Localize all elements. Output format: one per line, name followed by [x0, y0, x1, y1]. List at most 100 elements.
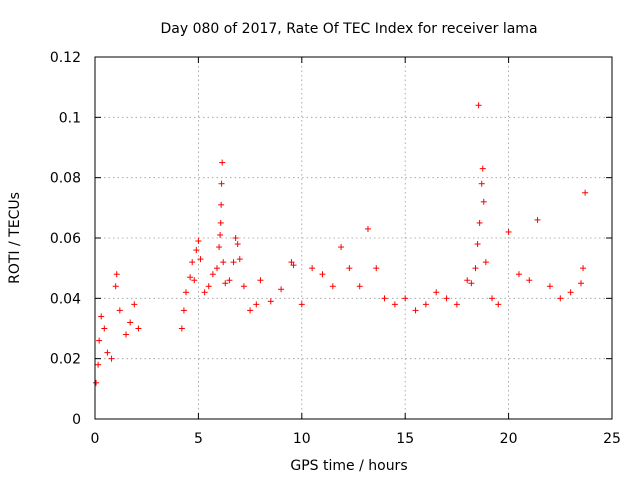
data-point	[480, 198, 487, 205]
data-points	[93, 102, 589, 386]
data-point	[98, 313, 105, 320]
data-point	[557, 295, 564, 302]
data-point	[214, 265, 221, 272]
data-point	[112, 283, 119, 290]
data-point	[218, 201, 225, 208]
x-tick-label: 0	[91, 431, 100, 447]
data-point	[373, 265, 380, 272]
data-point	[546, 283, 553, 290]
data-point	[412, 307, 419, 314]
data-point	[222, 280, 229, 287]
data-point	[127, 319, 134, 326]
data-point	[240, 283, 247, 290]
data-point	[226, 277, 233, 284]
data-point	[232, 235, 239, 241]
x-axis-label: GPS time / hours	[290, 458, 407, 474]
data-point	[104, 349, 111, 356]
data-point	[495, 301, 502, 308]
data-point	[319, 271, 326, 278]
data-point	[193, 247, 200, 254]
data-point	[474, 241, 481, 248]
y-tick-label: 0.06	[50, 231, 81, 247]
data-point	[218, 180, 225, 187]
data-point	[230, 259, 237, 266]
data-point	[197, 256, 204, 263]
data-point	[182, 289, 189, 296]
y-tick-label: 0.12	[50, 50, 81, 66]
data-point	[217, 219, 224, 226]
data-point	[464, 277, 471, 284]
data-point	[234, 241, 241, 248]
data-point	[298, 301, 305, 308]
data-point	[476, 219, 483, 226]
data-point	[216, 244, 223, 251]
data-point	[187, 274, 194, 281]
data-point	[505, 228, 512, 235]
data-point	[195, 238, 202, 245]
data-point	[116, 307, 123, 314]
data-point	[123, 331, 130, 338]
data-point	[534, 216, 541, 223]
data-point	[201, 289, 208, 296]
data-point	[253, 301, 260, 308]
data-point	[108, 355, 115, 362]
data-point	[356, 283, 363, 290]
y-tick-label: 0.04	[50, 291, 81, 307]
data-point	[180, 307, 187, 314]
data-point	[267, 298, 274, 305]
data-point	[472, 265, 479, 272]
data-point	[338, 244, 345, 251]
y-tick-label: 0.08	[50, 171, 81, 187]
plot-frame	[94, 56, 613, 420]
data-point	[209, 271, 216, 278]
data-point	[364, 225, 371, 232]
tick-labels: 0 5 10 15 20 25 0 0.02 0.04 0.06 0.08 0.1 0.12	[50, 50, 621, 447]
data-point	[101, 325, 108, 332]
data-point	[217, 231, 224, 238]
x-tick-label: 10	[293, 431, 311, 447]
data-point	[453, 301, 460, 308]
data-point	[402, 295, 409, 302]
data-point	[381, 295, 388, 302]
data-point	[309, 265, 316, 272]
data-point	[236, 256, 243, 263]
data-point	[219, 159, 226, 166]
x-tick-label: 25	[603, 431, 621, 447]
data-point	[433, 289, 440, 296]
data-point	[113, 271, 120, 278]
data-point	[278, 286, 285, 293]
data-point	[346, 265, 353, 272]
data-point	[205, 283, 212, 290]
x-tick-label: 20	[500, 431, 518, 447]
y-tick-label: 0.1	[59, 110, 81, 126]
data-point	[526, 277, 533, 284]
x-tick-label: 15	[396, 431, 414, 447]
data-point	[191, 277, 198, 284]
data-point	[489, 295, 496, 302]
data-point	[479, 165, 486, 172]
y-tick-label: 0.02	[50, 352, 81, 368]
y-tick-label: 0	[72, 412, 81, 428]
data-point	[567, 289, 574, 296]
x-tick-label: 5	[194, 431, 203, 447]
data-point	[580, 265, 587, 272]
data-point	[478, 180, 485, 187]
data-point	[290, 262, 297, 269]
data-point	[582, 189, 589, 196]
data-point	[95, 361, 102, 368]
y-axis-label: ROTI / TECUs	[7, 192, 23, 284]
data-point	[96, 337, 103, 344]
data-point	[178, 325, 185, 332]
data-point	[220, 259, 227, 266]
data-point	[577, 280, 584, 287]
data-point	[131, 301, 138, 308]
data-point	[288, 259, 295, 266]
data-point	[443, 295, 450, 302]
data-point	[93, 379, 100, 386]
data-point	[422, 301, 429, 308]
data-point	[247, 307, 254, 314]
data-point	[515, 271, 522, 278]
data-point	[189, 259, 196, 266]
chart-title: Day 080 of 2017, Rate Of TEC Index for r…	[160, 21, 537, 37]
